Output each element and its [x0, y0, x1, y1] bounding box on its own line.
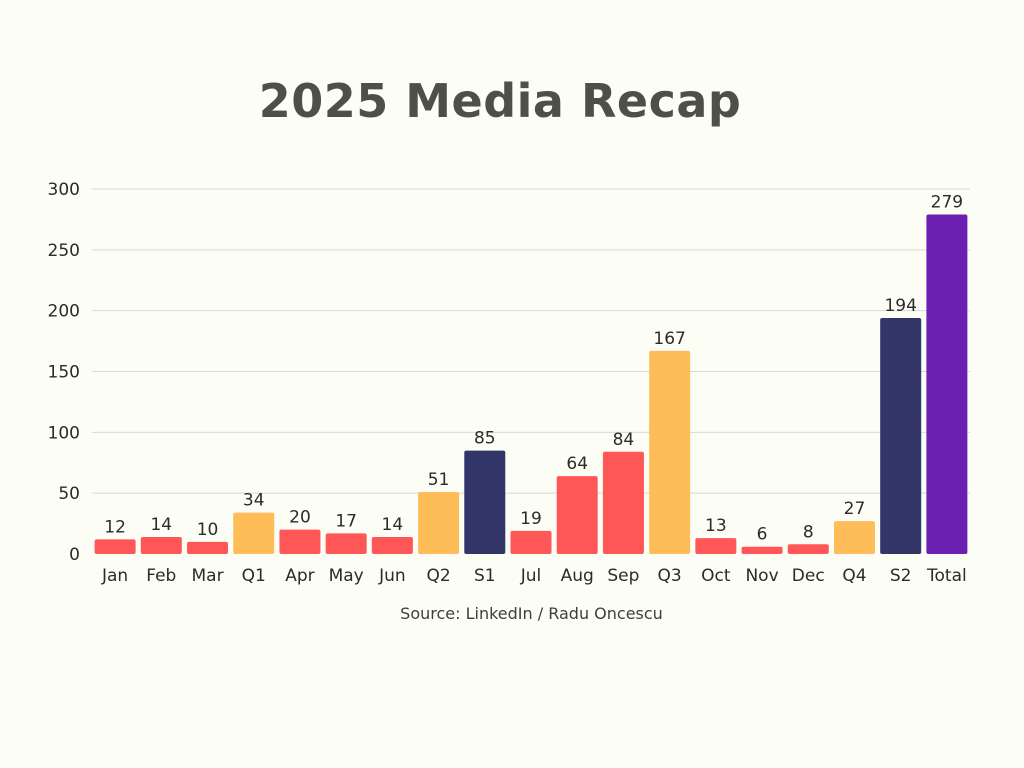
x-label-q3: Q3: [658, 566, 682, 586]
x-label-oct: Oct: [701, 566, 731, 586]
chart-title: 2025 Media Recap: [258, 74, 742, 128]
y-tick-label: 250: [48, 241, 80, 261]
x-label-jul: Jul: [520, 566, 542, 586]
value-label-jun: 14: [382, 515, 404, 535]
x-axis-labels: Jan Feb Mar Q1 Apr May Jun Q2 S1 Jul Aug Sep Q3 Oct No…: [101, 566, 967, 586]
bar-q3: [649, 350, 691, 554]
x-label-apr: Apr: [285, 566, 314, 586]
y-tick-label: 200: [48, 302, 80, 322]
x-label-dec: Dec: [792, 566, 825, 586]
value-label-aug: 64: [566, 454, 588, 474]
value-label-apr: 20: [289, 508, 311, 528]
bar-sep: [602, 451, 644, 554]
bar-jun: [371, 536, 413, 554]
x-label-jan: Jan: [101, 566, 128, 586]
value-label-total: 279: [931, 193, 963, 213]
x-label-s1: S1: [474, 566, 496, 586]
bar-aug: [556, 476, 598, 554]
chart-source: Source: LinkedIn / Radu Oncescu: [400, 604, 663, 623]
x-label-s2: S2: [890, 566, 912, 586]
x-label-mar: Mar: [191, 566, 223, 586]
bar-q2: [418, 491, 460, 554]
value-label-oct: 13: [705, 516, 727, 536]
value-label-may: 17: [335, 511, 357, 531]
value-label-feb: 14: [150, 515, 172, 535]
value-label-sep: 84: [613, 430, 635, 450]
bars: [94, 214, 968, 555]
x-label-aug: Aug: [561, 566, 594, 586]
value-label-s1: 85: [474, 429, 496, 449]
value-label-q4: 27: [844, 499, 866, 519]
value-label-nov: 6: [757, 525, 768, 545]
x-label-may: May: [329, 566, 364, 586]
gridlines: [92, 188, 970, 494]
bar-feb: [140, 536, 182, 554]
y-tick-label: 0: [69, 545, 80, 565]
bar-oct: [695, 538, 737, 554]
value-label-dec: 8: [803, 522, 814, 542]
x-label-total: Total: [926, 566, 967, 586]
bar-dec: [787, 544, 829, 554]
y-tick-label: 300: [48, 180, 80, 200]
value-label-jul: 19: [520, 509, 542, 529]
bar-mar: [187, 541, 229, 554]
bar-nov: [741, 546, 783, 554]
y-tick-label: 150: [48, 363, 80, 383]
value-label-s2: 194: [884, 296, 916, 316]
x-label-q4: Q4: [842, 566, 866, 586]
bar-q4: [833, 521, 875, 554]
bar-total: [926, 214, 968, 555]
x-label-q1: Q1: [242, 566, 266, 586]
bar-jan: [94, 539, 136, 554]
value-label-q1: 34: [243, 491, 265, 511]
value-label-q2: 51: [428, 470, 450, 490]
value-label-mar: 10: [197, 520, 219, 540]
y-axis-ticks: 0 50 100 150 200 250 300: [48, 180, 80, 565]
value-label-q3: 167: [653, 329, 685, 349]
value-labels: 12 14 10 34 20 17 14 51 85 19 64 84 167 13 6 8 27 194 279: [104, 193, 963, 545]
bar-may: [325, 533, 367, 554]
bar-apr: [279, 529, 321, 554]
x-label-sep: Sep: [607, 566, 639, 586]
bar-jul: [510, 530, 552, 554]
x-label-nov: Nov: [745, 566, 778, 586]
y-tick-label: 100: [48, 423, 80, 443]
bar-s1: [464, 450, 506, 554]
x-label-q2: Q2: [426, 566, 450, 586]
y-tick-label: 50: [58, 484, 80, 504]
bar-s2: [880, 317, 922, 554]
x-label-feb: Feb: [146, 566, 176, 586]
value-label-jan: 12: [104, 517, 126, 537]
x-label-jun: Jun: [378, 566, 406, 586]
bar-q1: [233, 512, 275, 554]
